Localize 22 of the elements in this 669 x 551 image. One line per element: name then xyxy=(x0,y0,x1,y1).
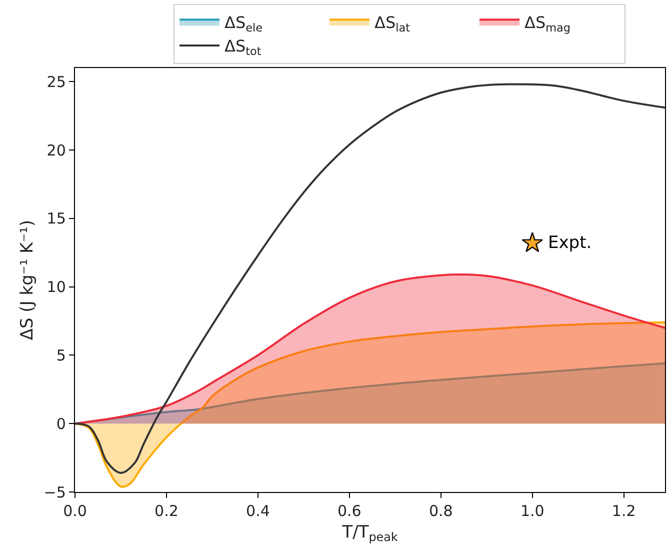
legend-label: ΔS$_{ele}$ xyxy=(224,12,263,34)
annotation: Expt. xyxy=(548,233,592,253)
y-axis-title: ΔS (J kg⁻¹ K⁻¹) xyxy=(17,220,38,340)
legend-label: ΔS$_{tot}$ xyxy=(224,36,262,58)
y-tick-label: 10 xyxy=(46,278,66,296)
x-tick-label: 0.2 xyxy=(154,502,178,520)
y-tick-label: 5 xyxy=(56,346,66,364)
line-series xyxy=(75,83,665,474)
x-tick-label: 0.6 xyxy=(337,502,362,520)
x-tick-label: 1.2 xyxy=(612,502,636,520)
x-tick-label: 0.4 xyxy=(246,502,270,520)
y-tick-label: 15 xyxy=(46,210,66,228)
y-tick-label: 25 xyxy=(46,72,66,91)
legend-label: ΔS$_{lat}$ xyxy=(374,12,411,34)
x-tick-label: 0.0 xyxy=(63,502,87,520)
x-tick-label: 1.0 xyxy=(520,502,544,520)
y-tick-label: 0 xyxy=(56,414,66,433)
y-tick-label: 20 xyxy=(46,141,66,160)
y-tick-label: −5 xyxy=(44,483,66,502)
x-tick-label: 0.8 xyxy=(428,502,453,520)
legend-label: ΔS$_{mag}$ xyxy=(524,12,570,34)
x-axis-title: T/T$_{peak}$ xyxy=(341,522,398,544)
